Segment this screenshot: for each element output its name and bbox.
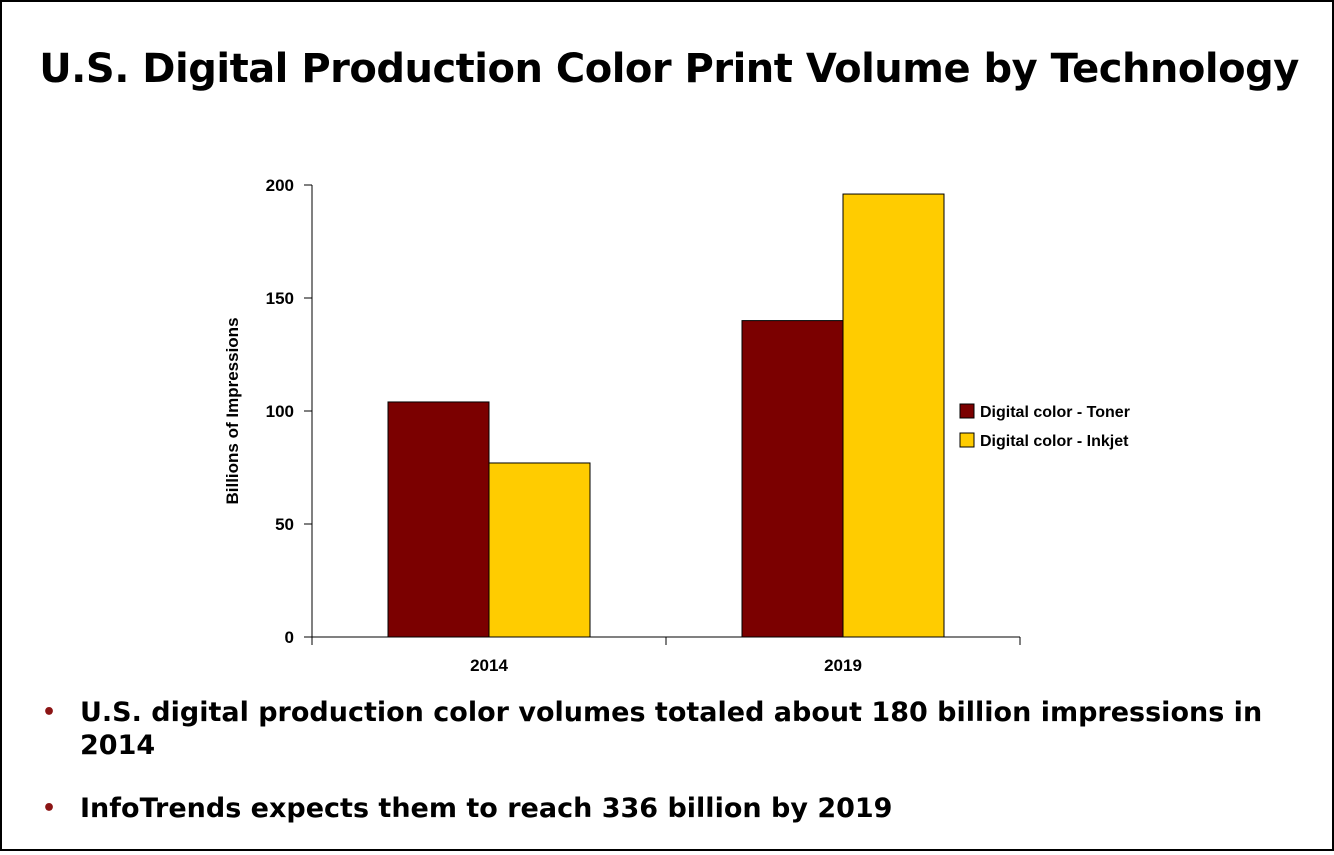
bullet-text-2: InfoTrends expects them to reach 336 bil…: [80, 793, 893, 824]
x-tick-label: 2014: [470, 656, 508, 675]
bullet-marker: •: [42, 700, 57, 725]
y-tick-label: 0: [285, 628, 294, 647]
bar-2014-inkjet: [488, 462, 591, 638]
y-tick-label: 150: [266, 289, 294, 308]
bar-2019-inkjet: [842, 193, 945, 638]
bullet-item-1: • U.S. digital production color volumes …: [42, 696, 1312, 762]
bullet-text-1: U.S. digital production color volumes to…: [80, 697, 1263, 761]
y-axis-label: Billions of Impressions: [223, 317, 242, 504]
legend-label-toner: Digital color - Toner: [980, 404, 1130, 421]
bullet-list: • U.S. digital production color volumes …: [42, 696, 1312, 855]
bar-2014-toner: [387, 401, 490, 638]
legend-label-inkjet: Digital color - Inkjet: [980, 433, 1129, 450]
bar-chart: 2014 2019 0 50 100 150 200 Billions of Impressi…: [223, 176, 1130, 675]
y-tick-label: 100: [266, 402, 294, 421]
chart-title: U.S. Digital Production Color Print Volu…: [39, 46, 1299, 92]
x-tick-label: 2019: [824, 656, 862, 675]
legend-swatch-inkjet: [959, 432, 975, 448]
y-tick-label: 200: [266, 176, 294, 195]
bullet-item-2: • InfoTrends expects them to reach 336 b…: [42, 792, 1312, 825]
y-tick-label: 50: [275, 515, 294, 534]
bullet-marker: •: [42, 796, 57, 821]
bar-2019-toner: [741, 320, 844, 638]
legend-swatch-toner: [959, 403, 975, 419]
